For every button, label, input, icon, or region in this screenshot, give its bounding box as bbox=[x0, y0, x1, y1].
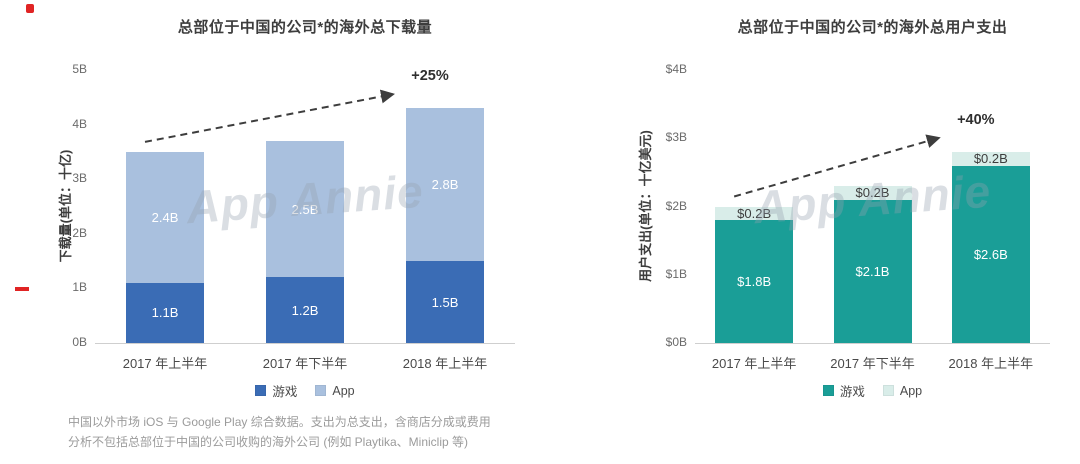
legend: 游戏 App bbox=[95, 381, 515, 400]
y-tick-label: 0B bbox=[72, 335, 87, 349]
y-tick-label: 5B bbox=[72, 62, 87, 76]
bar-segment: 1.2B bbox=[266, 277, 344, 343]
y-tick-label: 4B bbox=[72, 116, 87, 131]
y-tick-label: $4B bbox=[665, 62, 687, 76]
bar-segment: 2.5B bbox=[266, 140, 344, 278]
x-category-label: 2017 年上半年 bbox=[711, 356, 797, 371]
bar-segment: 2.4B bbox=[126, 151, 204, 283]
bar-segment: 1.1B bbox=[126, 282, 204, 343]
legend-swatch-icon bbox=[255, 385, 267, 396]
segment-value-label: 1.2B bbox=[291, 302, 319, 318]
segment-value-label: $0.2B bbox=[737, 205, 772, 221]
y-tick-label: $2B bbox=[665, 198, 687, 213]
y-tick-label: 2B bbox=[72, 225, 87, 240]
legend-swatch-icon bbox=[822, 385, 834, 396]
legend: 游戏 App bbox=[695, 381, 1050, 400]
x-category-label: 2017 年下半年 bbox=[830, 356, 915, 371]
legend-label: App bbox=[899, 383, 923, 398]
y-tick-label: 1B bbox=[72, 280, 87, 295]
bar-segment: 2.8B bbox=[406, 108, 484, 262]
bar-segment: $1.8B bbox=[715, 220, 794, 343]
legend-swatch-icon bbox=[315, 385, 327, 396]
red-fragment-icon bbox=[15, 287, 29, 291]
segment-value-label: 2.8B bbox=[431, 177, 459, 193]
legend-item: App bbox=[882, 383, 923, 398]
bar-segment: $0.2B bbox=[951, 151, 1030, 167]
segment-value-label: $2.6B bbox=[973, 246, 1008, 262]
growth-annotation: +40% bbox=[957, 111, 995, 128]
x-category-label: 2018 年上半年 bbox=[948, 356, 1034, 371]
legend-item: 游戏 bbox=[255, 381, 297, 400]
legend-label: 游戏 bbox=[272, 385, 298, 399]
segment-value-label: $1.8B bbox=[737, 274, 772, 290]
chart-title: 总部位于中国的公司*的海外总下载量 bbox=[177, 19, 433, 36]
segment-value-label: 1.5B bbox=[431, 294, 459, 310]
growth-annotation: +25% bbox=[411, 68, 449, 85]
downloads-chart: 总部位于中国的公司*的海外总下载量 下载量(单位：十亿) App Annie +… bbox=[0, 0, 540, 405]
y-tick-label: $0B bbox=[665, 335, 687, 349]
x-axis-line bbox=[695, 343, 1050, 344]
segment-value-label: 2.5B bbox=[291, 201, 319, 217]
x-category-label: 2017 年上半年 bbox=[122, 356, 208, 371]
legend-label: 游戏 bbox=[839, 385, 865, 399]
legend-label: App bbox=[332, 383, 355, 398]
segment-value-label: 2.4B bbox=[151, 209, 179, 225]
legend-item: 游戏 bbox=[822, 381, 865, 400]
x-category-label: 2017 年下半年 bbox=[262, 356, 348, 371]
chart-title: 总部位于中国的公司*的海外总用户支出 bbox=[737, 19, 1008, 36]
y-tick-label: 3B bbox=[72, 171, 87, 186]
bar-segment: 1.5B bbox=[406, 261, 484, 343]
segment-value-label: $0.2B bbox=[973, 151, 1008, 167]
footnote: 中国以外市场 iOS 与 Google Play 综合数据。支出为总支出，含商店… bbox=[68, 412, 491, 453]
legend-item: App bbox=[315, 383, 355, 398]
segment-value-label: $0.2B bbox=[855, 185, 890, 201]
bar-segment: $0.2B bbox=[833, 185, 912, 201]
y-tick-label: $3B bbox=[665, 130, 687, 145]
spend-chart: 总部位于中国的公司*的海外总用户支出 用户支出(单位：十亿美元) App Ann… bbox=[540, 0, 1080, 405]
segment-value-label: $2.1B bbox=[855, 263, 890, 279]
legend-swatch-icon bbox=[882, 385, 894, 396]
red-fragment-icon bbox=[26, 4, 34, 13]
bar-segment: $2.6B bbox=[951, 165, 1030, 343]
bar-segment: $0.2B bbox=[715, 205, 794, 221]
x-category-label: 2018 年上半年 bbox=[402, 356, 488, 371]
bar-segment: $2.1B bbox=[833, 199, 912, 343]
footnote-line: 中国以外市场 iOS 与 Google Play 综合数据。支出为总支出，含商店… bbox=[68, 415, 491, 429]
y-tick-label: $1B bbox=[665, 266, 687, 281]
segment-value-label: 1.1B bbox=[151, 305, 179, 321]
footnote-line: 分析不包括总部位于中国的公司收购的海外公司 (例如 Playtika、Minic… bbox=[68, 435, 469, 450]
x-axis-line bbox=[95, 343, 515, 344]
